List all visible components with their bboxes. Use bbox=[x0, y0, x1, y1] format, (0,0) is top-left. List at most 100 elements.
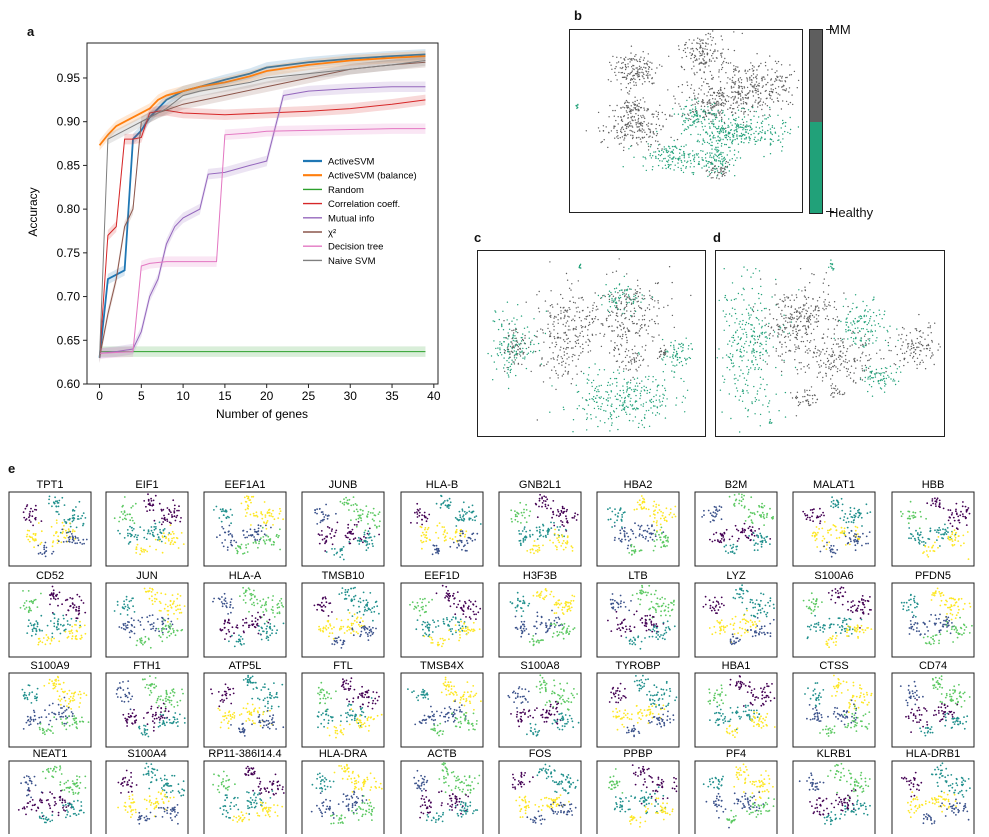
gene-cluster bbox=[701, 505, 723, 523]
x-tick-label: 25 bbox=[302, 389, 316, 403]
gene-cluster bbox=[750, 711, 776, 729]
gene-title: HBB bbox=[922, 479, 945, 491]
gene-cluster bbox=[441, 762, 455, 784]
gene-subplot: CD74 bbox=[891, 660, 975, 748]
gene-cluster bbox=[526, 810, 546, 825]
gene-cluster bbox=[819, 725, 836, 737]
gene-cluster bbox=[526, 540, 541, 555]
gene-cluster bbox=[827, 762, 850, 781]
gene-cluster bbox=[612, 707, 633, 731]
cell-cluster bbox=[888, 313, 941, 370]
gene-cluster bbox=[143, 587, 163, 605]
series-line-6 bbox=[99, 128, 426, 354]
gene-cluster bbox=[239, 586, 256, 601]
gene-cluster bbox=[633, 495, 648, 511]
gene-cluster bbox=[117, 794, 137, 818]
gene-cluster bbox=[314, 503, 337, 525]
gene-cluster bbox=[350, 772, 383, 801]
gene-cluster bbox=[733, 770, 774, 801]
gene-cluster bbox=[547, 773, 579, 795]
colorbar-bottom-label: Healthy bbox=[829, 205, 874, 220]
gene-cluster bbox=[338, 586, 356, 602]
gene-cluster bbox=[518, 526, 534, 547]
gene-cluster bbox=[318, 619, 343, 640]
gene-cluster bbox=[62, 799, 85, 819]
cell-cluster bbox=[578, 263, 582, 269]
gene-subplot: FOS bbox=[498, 748, 582, 834]
y-axis-label: Accuracy bbox=[26, 187, 40, 236]
gene-cluster bbox=[536, 763, 556, 780]
gene-cluster bbox=[232, 811, 251, 823]
gene-cluster bbox=[633, 674, 651, 693]
gene-cluster bbox=[628, 543, 643, 556]
gene-cluster bbox=[709, 528, 734, 544]
gene-cluster bbox=[802, 592, 823, 615]
legend-label: χ² bbox=[328, 228, 336, 239]
gene-cluster bbox=[552, 594, 576, 615]
gene-cluster bbox=[840, 799, 871, 816]
gene-title: HLA-B bbox=[426, 479, 458, 491]
cell-cluster bbox=[788, 330, 895, 387]
gene-cluster bbox=[117, 769, 138, 794]
gene-title: CD52 bbox=[36, 570, 64, 582]
cell-cluster bbox=[576, 258, 692, 381]
gene-cluster bbox=[532, 588, 553, 601]
legend-label: ActiveSVM (balance) bbox=[328, 171, 417, 182]
gene-cluster bbox=[729, 675, 751, 690]
gene-subplot: S100A4 bbox=[105, 748, 189, 834]
gene-expression-grid: TPT1 EIF1 EEF1A1 JUNB HLA-B GNB2L1 HBA2 B2M MALA… bbox=[8, 479, 975, 834]
gene-cluster bbox=[732, 584, 749, 604]
gene-subplot: TMSB4X bbox=[400, 660, 484, 748]
gene-subplot: PFDN5 bbox=[891, 570, 975, 658]
gene-cluster bbox=[313, 596, 333, 617]
gene-subplot: HBA2 bbox=[596, 479, 680, 567]
gene-subplot-frame bbox=[400, 672, 484, 748]
colorbar-mm-segment bbox=[810, 30, 822, 122]
series-line-4 bbox=[99, 86, 426, 354]
gene-title: JUNB bbox=[329, 479, 358, 491]
gene-cluster bbox=[534, 794, 570, 811]
gene-cluster bbox=[451, 711, 478, 731]
gene-cluster bbox=[702, 775, 724, 790]
gene-cluster bbox=[919, 726, 934, 737]
y-tick-label: 0.60 bbox=[57, 377, 81, 391]
gene-title: H3F3B bbox=[523, 570, 557, 582]
x-tick-label: 15 bbox=[218, 389, 232, 403]
gene-cluster bbox=[819, 541, 839, 558]
gene-subplot: HLA-B bbox=[400, 479, 484, 567]
gene-cluster bbox=[340, 677, 356, 691]
gene-cluster bbox=[551, 712, 580, 731]
x-tick-label: 35 bbox=[385, 389, 399, 403]
gene-cluster bbox=[648, 707, 675, 728]
gene-cluster bbox=[423, 635, 446, 648]
cell-cluster bbox=[613, 332, 649, 385]
gene-cluster bbox=[841, 595, 872, 629]
cell-cluster bbox=[656, 102, 800, 158]
gene-cluster bbox=[804, 682, 825, 707]
cell-cluster bbox=[859, 365, 902, 397]
gene-cluster bbox=[219, 618, 239, 640]
gene-cluster bbox=[449, 530, 479, 552]
legend-label: Random bbox=[328, 185, 364, 196]
gene-cluster bbox=[45, 696, 74, 726]
panel-a-label: a bbox=[27, 24, 35, 39]
gene-cluster bbox=[608, 768, 624, 794]
gene-cluster bbox=[840, 681, 873, 714]
gene-subplot: NEAT1 bbox=[8, 748, 92, 834]
gene-subplot: JUNB bbox=[301, 479, 385, 567]
y-tick-label: 0.70 bbox=[57, 290, 81, 304]
y-tick-label: 0.85 bbox=[57, 158, 81, 172]
gene-cluster bbox=[448, 594, 482, 620]
gene-cluster bbox=[217, 707, 241, 730]
cell-cluster bbox=[616, 90, 646, 122]
gene-subplot: RP11-386I14.4 bbox=[203, 748, 287, 834]
gene-cluster bbox=[613, 795, 633, 813]
gene-title: JUN bbox=[136, 570, 157, 582]
gene-cluster bbox=[899, 680, 924, 707]
gene-cluster bbox=[544, 682, 578, 711]
gene-cluster bbox=[723, 543, 739, 555]
y-tick-label: 0.95 bbox=[57, 71, 81, 85]
y-tick-label: 0.90 bbox=[57, 115, 81, 129]
gene-cluster bbox=[534, 493, 555, 508]
gene-subplot-frame bbox=[203, 672, 287, 748]
